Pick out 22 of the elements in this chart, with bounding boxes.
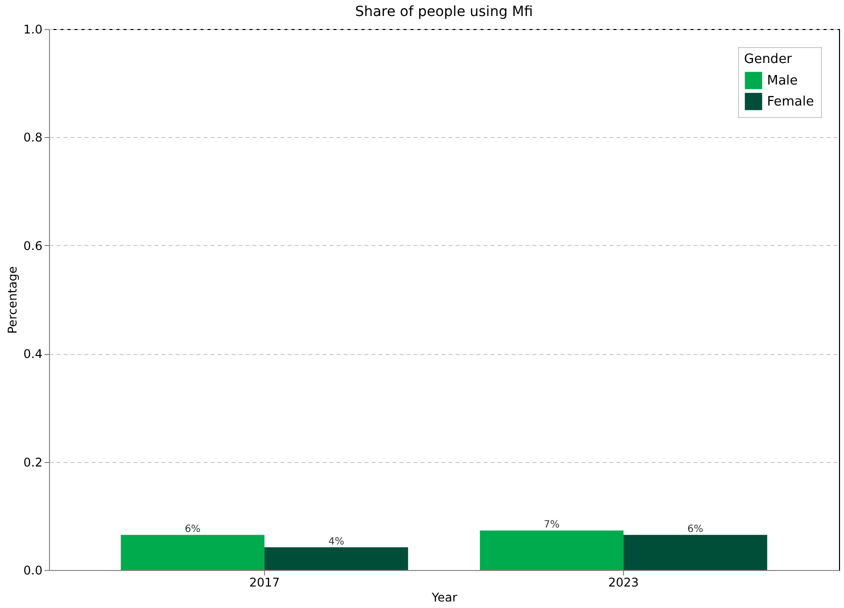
y-tick-label: 0.0 xyxy=(23,564,42,578)
bar xyxy=(264,547,408,570)
x-tick-label: 2023 xyxy=(608,576,639,590)
y-tick-label: 0.2 xyxy=(23,455,42,470)
bar xyxy=(624,534,768,570)
legend-label: Female xyxy=(767,94,814,110)
x-axis-title: Year xyxy=(430,590,458,604)
y-axis-title: Percentage xyxy=(5,266,20,334)
data-label: 6% xyxy=(184,524,201,535)
legend-title: Gender xyxy=(744,52,793,67)
y-tick-label: 1.0 xyxy=(23,22,42,36)
bar xyxy=(480,530,624,570)
x-tick-label: 2017 xyxy=(249,576,280,590)
data-label: 7% xyxy=(544,520,560,531)
y-tick-label: 0.6 xyxy=(23,238,42,253)
bar xyxy=(120,534,264,570)
legend-label: Male xyxy=(767,74,798,88)
data-label: 6% xyxy=(687,524,704,535)
y-tick-label: 0.8 xyxy=(23,130,42,145)
data-label: 4% xyxy=(328,536,344,548)
chart-title: Share of people using Mfi xyxy=(355,4,533,20)
y-tick-label: 0.4 xyxy=(23,347,42,362)
